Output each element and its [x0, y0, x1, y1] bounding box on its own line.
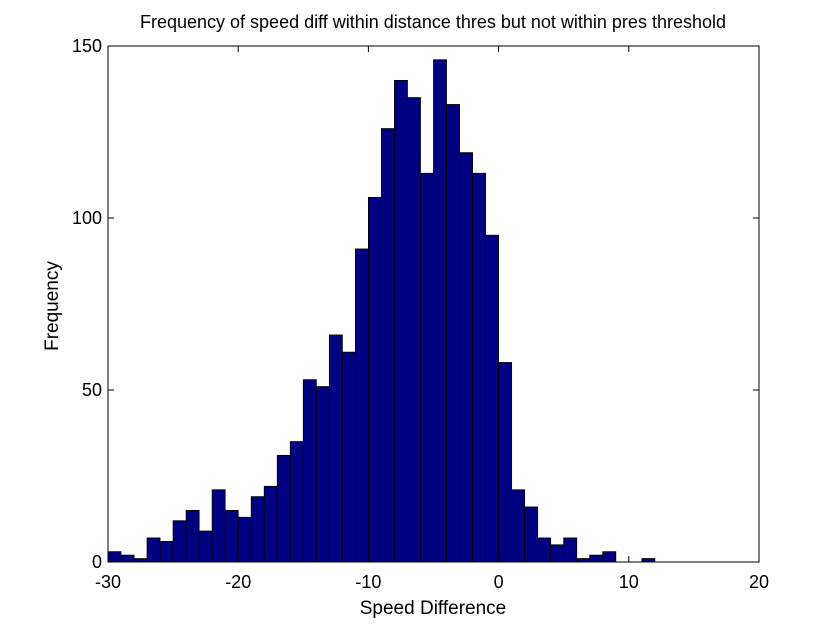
histogram-bar	[198, 530, 213, 563]
x-axis-title: Speed Difference	[360, 598, 506, 619]
histogram-bar	[576, 558, 591, 563]
y-tick-label: 0	[92, 552, 102, 572]
histogram-bar	[433, 59, 447, 563]
x-tick-label: 0	[494, 572, 504, 592]
histogram-bar	[315, 386, 330, 563]
y-tick-labels: 0 50 100 150	[72, 36, 102, 572]
histogram-bar	[394, 80, 408, 563]
histogram-bar	[237, 516, 252, 563]
x-tick-label: 20	[749, 572, 769, 592]
histogram-bar	[185, 509, 200, 563]
histogram-bar	[289, 441, 304, 563]
histogram-bar	[328, 334, 343, 563]
histogram-bar	[602, 551, 617, 563]
y-tick-label: 50	[82, 380, 102, 400]
histogram-bar	[263, 485, 278, 563]
histogram-bar	[250, 496, 265, 563]
histogram-bar	[563, 537, 578, 563]
histogram-bar	[459, 152, 473, 563]
histogram-bar	[354, 248, 369, 563]
histogram-bar	[420, 172, 434, 563]
histogram-bar	[159, 540, 174, 563]
histogram-bar	[172, 520, 187, 563]
histogram-bar	[133, 558, 148, 563]
histogram-bar	[589, 554, 604, 563]
axis-ticks	[107, 45, 760, 563]
histogram-bar	[367, 196, 382, 563]
x-tick-labels: -30 -20 -10 0 10 20	[95, 572, 769, 592]
histogram-bar	[276, 454, 291, 563]
histogram-bar	[341, 351, 356, 563]
x-tick-label: -10	[355, 572, 381, 592]
histogram-bar	[537, 537, 552, 563]
histogram-bar	[498, 362, 513, 563]
x-tick-label: 10	[619, 572, 639, 592]
histogram-bars	[107, 59, 656, 563]
histogram-bar	[381, 128, 395, 563]
y-tick-label: 100	[72, 208, 102, 228]
histogram-bar	[146, 537, 161, 563]
histogram-bar	[524, 506, 539, 563]
y-axis-title: Frequency	[42, 261, 63, 351]
histogram-bar	[550, 544, 565, 563]
x-tick-label: -20	[225, 572, 251, 592]
histogram-bar	[211, 489, 226, 563]
histogram-bar	[485, 234, 499, 563]
histogram-bar	[107, 551, 122, 563]
histogram-bar	[472, 172, 486, 563]
chart-title: Frequency of speed diff within distance …	[140, 12, 726, 32]
histogram-bar	[224, 509, 239, 563]
histogram-bar	[446, 104, 460, 563]
histogram-bar	[511, 489, 526, 563]
histogram-bar	[641, 558, 656, 563]
histogram-bar	[302, 379, 317, 563]
histogram-bar	[120, 554, 135, 563]
plot-frame	[107, 45, 760, 563]
x-tick-label: -30	[95, 572, 121, 592]
y-tick-label: 150	[72, 36, 102, 56]
histogram-bar	[407, 97, 421, 563]
